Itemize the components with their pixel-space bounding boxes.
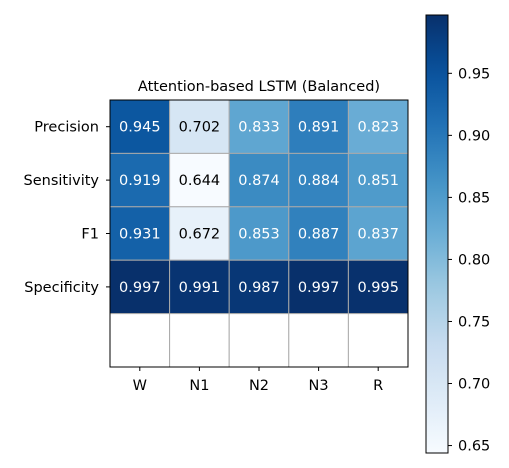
empty-cell bbox=[288, 313, 349, 368]
y-tick-label: Sensitivity bbox=[24, 173, 100, 189]
cell-value-label: 0.891 bbox=[298, 120, 340, 136]
cell-value-label: 0.945 bbox=[119, 120, 161, 136]
heatmap-cell bbox=[288, 206, 349, 261]
colorbar-tick-label: 0.65 bbox=[458, 439, 490, 455]
cell-value-label: 0.672 bbox=[179, 227, 221, 243]
colorbar-tick-label: 0.80 bbox=[458, 252, 490, 268]
colorbar-frame bbox=[425, 14, 449, 454]
heatmap-cell bbox=[228, 152, 290, 208]
y-tick-label: Specificity bbox=[24, 280, 99, 296]
cell-value-label: 0.823 bbox=[357, 120, 399, 136]
cell-value-label: 0.853 bbox=[238, 227, 280, 243]
x-tick-label: W bbox=[133, 378, 147, 394]
colorbar-tick-label: 0.75 bbox=[458, 314, 490, 330]
cell-value-label: 0.874 bbox=[238, 173, 280, 189]
colorbar-tick-label: 0.90 bbox=[458, 128, 490, 144]
x-axis-ticks: W N1 N2 N3 R bbox=[133, 367, 383, 394]
empty-cell bbox=[228, 313, 290, 368]
heatmap-cell bbox=[228, 259, 290, 315]
empty-cell bbox=[169, 313, 230, 368]
cell-labels: 0.945 0.702 0.833 0.891 0.823 0.919 0.644 0.874… bbox=[119, 120, 399, 296]
cell-value-label: 0.995 bbox=[357, 280, 399, 296]
chart-title: Attention-based LSTM (Balanced) bbox=[138, 79, 380, 95]
y-axis-ticks: Precision Sensitivity F1 Specificity bbox=[24, 120, 110, 296]
heatmap-frame bbox=[109, 99, 409, 368]
cell-value-label: 0.851 bbox=[357, 173, 399, 189]
heatmap-cell bbox=[347, 152, 409, 208]
cell-value-label: 0.644 bbox=[179, 173, 221, 189]
x-tick-label: R bbox=[373, 378, 383, 394]
cell-value-label: 0.987 bbox=[238, 280, 280, 296]
heatmap-cell bbox=[169, 99, 230, 154]
colorbar-tick-label: 0.95 bbox=[458, 66, 490, 82]
x-tick-label: N2 bbox=[249, 378, 269, 394]
cell-value-label: 0.837 bbox=[357, 227, 399, 243]
x-tick-label: N1 bbox=[189, 378, 209, 394]
cell-value-label: 0.702 bbox=[179, 120, 221, 136]
cell-value-label: 0.833 bbox=[238, 120, 280, 136]
colorbar-tick-label: 0.85 bbox=[458, 190, 490, 206]
cell-value-label: 0.931 bbox=[119, 227, 161, 243]
heatmap-cell bbox=[288, 259, 349, 315]
cell-value-label: 0.991 bbox=[179, 280, 221, 296]
cell-value-label: 0.919 bbox=[119, 173, 161, 189]
heatmap-cell bbox=[347, 259, 409, 315]
cell-value-label: 0.887 bbox=[298, 227, 340, 243]
colorbar: 0.65 0.70 0.75 0.80 0.85 0.90 0.95 bbox=[425, 14, 490, 455]
colorbar-tick-label: 0.70 bbox=[458, 377, 490, 393]
empty-cell bbox=[109, 313, 171, 368]
colorbar-gradient bbox=[426, 15, 448, 453]
x-tick-label: N3 bbox=[309, 378, 329, 394]
empty-cell bbox=[347, 313, 409, 368]
y-tick-label: Precision bbox=[34, 120, 99, 136]
heatmap-cell bbox=[169, 206, 230, 261]
cell-value-label: 0.997 bbox=[119, 280, 161, 296]
heatmap-cell bbox=[169, 259, 230, 315]
heatmap-cells bbox=[109, 99, 409, 368]
cell-value-label: 0.997 bbox=[298, 280, 340, 296]
y-tick-label: F1 bbox=[81, 227, 99, 243]
cell-value-label: 0.884 bbox=[298, 173, 340, 189]
heatmap-cell bbox=[109, 99, 171, 154]
